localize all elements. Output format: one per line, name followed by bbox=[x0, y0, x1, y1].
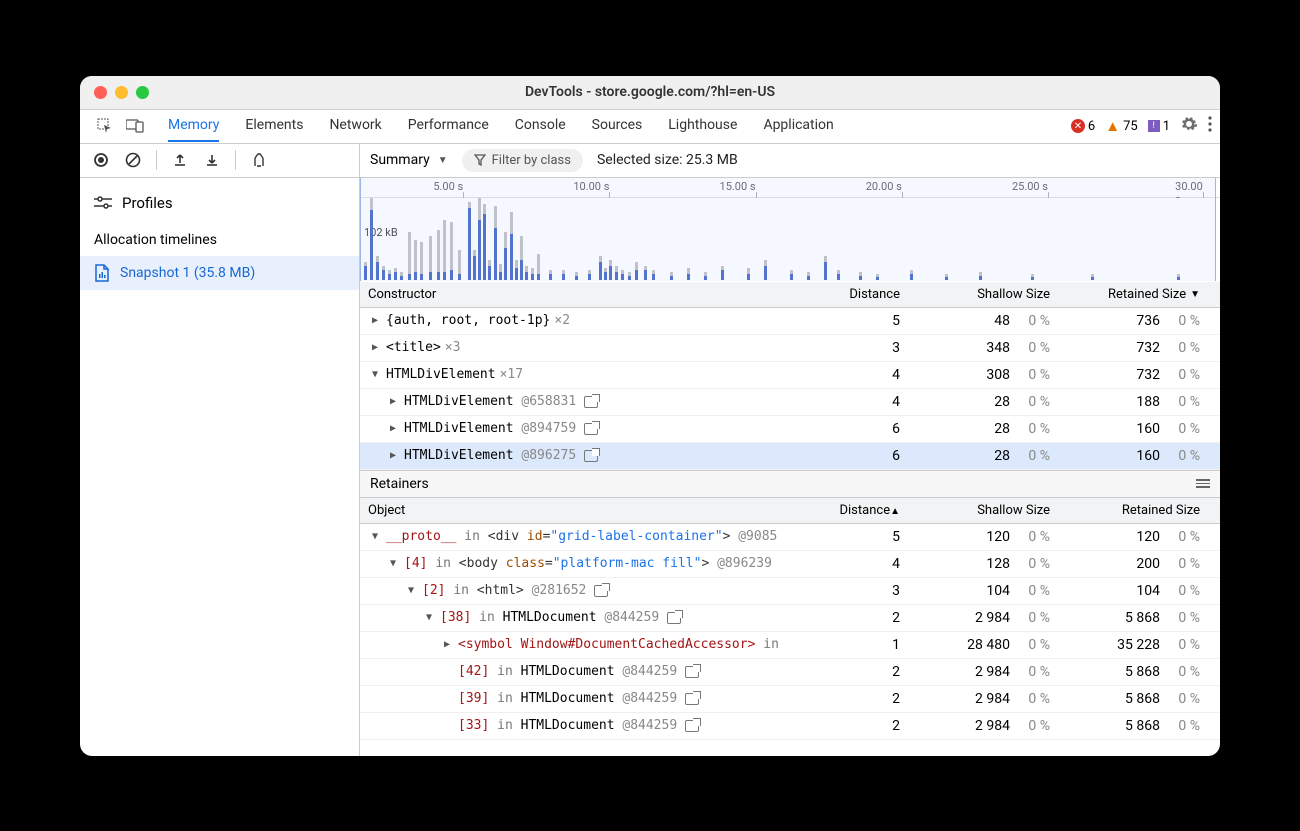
col-distance[interactable]: Distance bbox=[826, 287, 910, 302]
reveal-icon[interactable] bbox=[685, 720, 699, 732]
filter-input[interactable]: Filter by class bbox=[462, 149, 583, 172]
constructor-header-row: Constructor Distance Shallow Size Retain… bbox=[360, 282, 1220, 308]
tab-console[interactable]: Console bbox=[515, 110, 566, 142]
main-panel: 5.00 s10.00 s15.00 s20.00 s25.00 s30.00 … bbox=[360, 178, 1220, 756]
tab-elements[interactable]: Elements bbox=[245, 110, 303, 142]
warning-badge[interactable]: ▲75 bbox=[1105, 117, 1137, 135]
reveal-icon[interactable] bbox=[685, 666, 699, 678]
tab-lighthouse[interactable]: Lighthouse bbox=[668, 110, 737, 142]
record-icon[interactable] bbox=[92, 151, 110, 169]
selected-size-label: Selected size: 25.3 MB bbox=[597, 152, 738, 168]
close-icon[interactable] bbox=[94, 86, 107, 99]
tab-performance[interactable]: Performance bbox=[408, 110, 489, 142]
more-icon[interactable] bbox=[1208, 116, 1212, 136]
col-constructor[interactable]: Constructor bbox=[360, 287, 826, 302]
constructor-row[interactable]: ▶HTMLDivElement @6588314280 %1880 % bbox=[360, 389, 1220, 416]
inspect-icon[interactable] bbox=[96, 117, 114, 135]
col-retained[interactable]: Retained Size▼ bbox=[1060, 287, 1220, 302]
reveal-icon[interactable] bbox=[667, 612, 681, 624]
reveal-icon[interactable] bbox=[584, 450, 598, 462]
view-dropdown[interactable]: Summary▼ bbox=[370, 152, 448, 168]
retainer-row[interactable]: ▼__proto__ in <div id="grid-label-contai… bbox=[360, 524, 1220, 551]
tab-memory[interactable]: Memory bbox=[168, 110, 219, 142]
timeline-tick: 10.00 s bbox=[573, 180, 609, 193]
download-icon[interactable] bbox=[203, 151, 221, 169]
retainer-row[interactable]: [42] in HTMLDocument @84425922 9840 %5 8… bbox=[360, 659, 1220, 686]
timeline-tick: 25.00 s bbox=[1012, 180, 1048, 193]
retainer-row[interactable]: [33] in HTMLDocument @84425922 9840 %5 8… bbox=[360, 713, 1220, 740]
col-r-retained[interactable]: Retained Size bbox=[1060, 503, 1220, 518]
gc-icon[interactable] bbox=[250, 151, 268, 169]
window-title: DevTools - store.google.com/?hl=en-US bbox=[80, 84, 1220, 100]
upload-icon[interactable] bbox=[171, 151, 189, 169]
device-toggle-icon[interactable] bbox=[126, 117, 144, 135]
constructor-row[interactable]: ▶HTMLDivElement @8947596280 %1600 % bbox=[360, 416, 1220, 443]
panel-tabbar: Memory Elements Network Performance Console S… bbox=[80, 110, 1220, 144]
devtools-window: DevTools - store.google.com/?hl=en-US Me… bbox=[80, 76, 1220, 756]
col-r-distance[interactable]: Distance▲ bbox=[826, 503, 910, 518]
issues-badge[interactable]: !1 bbox=[1148, 119, 1170, 134]
timeline-y-label: 102 kB bbox=[364, 226, 398, 239]
sliders-icon bbox=[94, 196, 112, 210]
timeline-tick: 5.00 s bbox=[433, 180, 463, 193]
error-badge[interactable]: ✕6 bbox=[1071, 119, 1095, 134]
retainers-menu-icon[interactable] bbox=[1196, 479, 1210, 488]
tab-application[interactable]: Application bbox=[763, 110, 833, 142]
gear-icon[interactable] bbox=[1180, 115, 1198, 137]
tab-sources[interactable]: Sources bbox=[592, 110, 643, 142]
maximize-icon[interactable] bbox=[136, 86, 149, 99]
reveal-icon[interactable] bbox=[594, 585, 608, 597]
timelines-section-label: Allocation timelines bbox=[80, 218, 359, 256]
allocation-timeline[interactable]: 5.00 s10.00 s15.00 s20.00 s25.00 s30.00 … bbox=[360, 178, 1220, 282]
memory-toolbar: Summary▼ Filter by class Selected size: … bbox=[80, 144, 1220, 178]
snapshot-item[interactable]: Snapshot 1 (35.8 MB) bbox=[80, 256, 359, 290]
retainers-grid[interactable]: ▼__proto__ in <div id="grid-label-contai… bbox=[360, 524, 1220, 740]
constructor-row[interactable]: ▶{auth, root, root-1p} ×25480 %7360 % bbox=[360, 308, 1220, 335]
reveal-icon[interactable] bbox=[584, 423, 598, 435]
col-object[interactable]: Object bbox=[360, 503, 826, 518]
retainer-row[interactable]: [39] in HTMLDocument @84425922 9840 %5 8… bbox=[360, 686, 1220, 713]
retainer-row[interactable]: ▼[4] in <body class="platform-mac fill">… bbox=[360, 551, 1220, 578]
retainers-header-row: Object Distance▲ Shallow Size Retained S… bbox=[360, 498, 1220, 524]
constructor-row[interactable]: ▼HTMLDivElement ×1743080 %7320 % bbox=[360, 362, 1220, 389]
titlebar: DevTools - store.google.com/?hl=en-US bbox=[80, 76, 1220, 110]
col-shallow[interactable]: Shallow Size bbox=[910, 287, 1060, 302]
traffic-lights bbox=[94, 86, 149, 99]
profiles-header[interactable]: Profiles bbox=[80, 188, 359, 218]
retainer-row[interactable]: ▶<symbol Window#DocumentCachedAccessor> … bbox=[360, 632, 1220, 659]
constructor-row[interactable]: ▶<title> ×333480 %7320 % bbox=[360, 335, 1220, 362]
reveal-icon[interactable] bbox=[584, 396, 598, 408]
col-r-shallow[interactable]: Shallow Size bbox=[910, 503, 1060, 518]
sidebar: Profiles Allocation timelines Snapshot 1… bbox=[80, 178, 360, 756]
retainer-row[interactable]: ▼[38] in HTMLDocument @84425922 9840 %5 … bbox=[360, 605, 1220, 632]
constructor-grid[interactable]: ▶{auth, root, root-1p} ×25480 %7360 %▶<t… bbox=[360, 308, 1220, 470]
panel-tabs: Memory Elements Network Performance Console S… bbox=[168, 110, 834, 142]
tab-network[interactable]: Network bbox=[329, 110, 381, 142]
timeline-tick: 15.00 s bbox=[720, 180, 756, 193]
retainers-header: Retainers bbox=[360, 470, 1220, 498]
constructor-row[interactable]: ▶HTMLDivElement @8962756280 %1600 % bbox=[360, 443, 1220, 470]
minimize-icon[interactable] bbox=[115, 86, 128, 99]
snapshot-label: Snapshot 1 (35.8 MB) bbox=[120, 265, 255, 281]
timeline-tick: 20.00 s bbox=[866, 180, 902, 193]
reveal-icon[interactable] bbox=[685, 693, 699, 705]
clear-icon[interactable] bbox=[124, 151, 142, 169]
retainer-row[interactable]: ▼[2] in <html> @28165231040 %1040 % bbox=[360, 578, 1220, 605]
document-icon bbox=[94, 264, 110, 282]
